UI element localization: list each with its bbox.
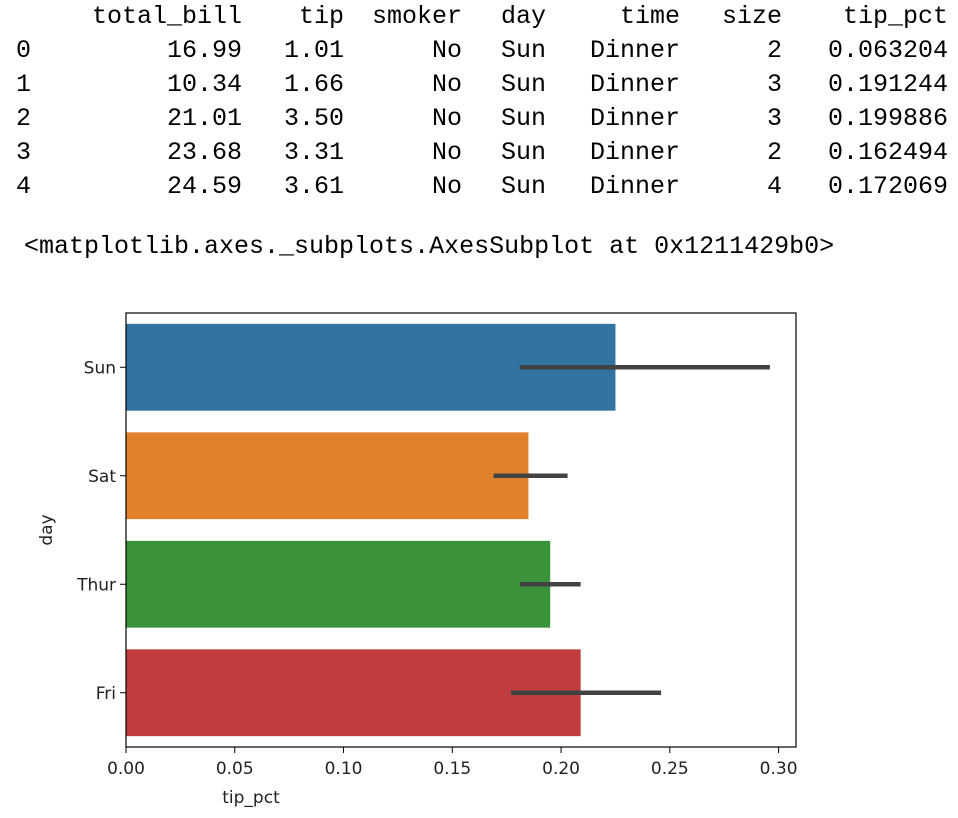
table-row: 1 10.34 1.66 No Sun Dinner 3 0.191244 [16,68,948,102]
table-cell: Dinner [589,70,680,99]
x-tick-label: 0.00 [107,759,145,779]
column-header: tip [298,2,344,31]
row-index: 3 [16,138,32,167]
row-index: 2 [16,104,32,133]
column-header: tip_pct [842,2,948,31]
axes-frame [125,312,797,748]
row-index: 0 [16,36,32,65]
x-tick-label: 0.15 [433,759,471,779]
table-cell: Sun [500,36,546,65]
column-header [16,0,56,34]
y-tick-label: Sat [88,467,116,487]
table-cell: 3 [766,70,782,99]
table-row: 0 16.99 1.01 No Sun Dinner 2 0.063204 [16,34,948,68]
table-cell: 24.59 [166,172,242,201]
table-cell: 21.01 [166,104,242,133]
column-header: day [500,2,546,31]
table-cell: 0.172069 [827,172,948,201]
table-cell: 3 [766,104,782,133]
column-header: time [619,2,680,31]
table-cell: 3.50 [283,104,344,133]
column-header: smoker [371,2,462,31]
x-tick-label: 0.30 [760,759,798,779]
table-cell: Sun [500,104,546,133]
table-cell: No [431,172,462,201]
row-index: 4 [16,172,32,201]
dataframe-table: total_bill tip smoker day time size tip_… [16,0,948,204]
table-cell: Dinner [589,36,680,65]
table-header-row: total_bill tip smoker day time size tip_… [16,0,948,34]
table-cell: Dinner [589,138,680,167]
table-cell: 2 [766,36,782,65]
table-cell: 0.063204 [827,36,948,65]
output-repr: <matplotlib.axes._subplots.AxesSubplot a… [24,232,835,261]
table-cell: Sun [500,172,546,201]
table-cell: No [431,70,462,99]
table-cell: Sun [500,138,546,167]
table-cell: 2 [766,138,782,167]
bar-chart: Sun Sat Thur Fri 0.00 0.05 0.10 0.15 0.20 0.25 0.… [37,312,798,808]
column-header: total_bill [91,2,242,31]
table-cell: 23.68 [166,138,242,167]
table-cell: Dinner [589,104,680,133]
table-cell: 16.99 [166,36,242,65]
x-tick-label: 0.10 [325,759,363,779]
x-axis-label: tip_pct [222,788,280,808]
column-header: size [721,2,782,31]
table-cell: 4 [766,172,782,201]
table-row: 4 24.59 3.61 No Sun Dinner 4 0.172069 [16,170,948,204]
y-axis-label: day [37,514,57,545]
x-tick-label: 0.20 [542,759,580,779]
table-cell: Sun [500,70,546,99]
table-cell: No [431,138,462,167]
x-tick-label: 0.05 [216,759,254,779]
y-tick-label: Fri [96,684,116,704]
row-index: 1 [16,70,32,99]
table-cell: 10.34 [166,70,242,99]
table-cell: 3.61 [283,172,344,201]
table-cell: 0.199886 [827,104,948,133]
table-row: 3 23.68 3.31 No Sun Dinner 2 0.162494 [16,136,948,170]
table-cell: No [431,104,462,133]
y-tick-label: Sun [84,358,116,378]
table-cell: 1.01 [283,36,344,65]
x-tick-label: 0.25 [651,759,689,779]
table-cell: 3.31 [283,138,344,167]
bar-sat [126,432,529,520]
table-row: 2 21.01 3.50 No Sun Dinner 3 0.199886 [16,102,948,136]
table-cell: Dinner [589,172,680,201]
table-cell: 1.66 [283,70,344,99]
table-cell: No [431,36,462,65]
bar-thur [126,540,551,628]
table-cell: 0.191244 [827,70,948,99]
table-cell: 0.162494 [827,138,948,167]
bar-fri [126,649,581,737]
y-tick-label: Thur [76,575,116,595]
